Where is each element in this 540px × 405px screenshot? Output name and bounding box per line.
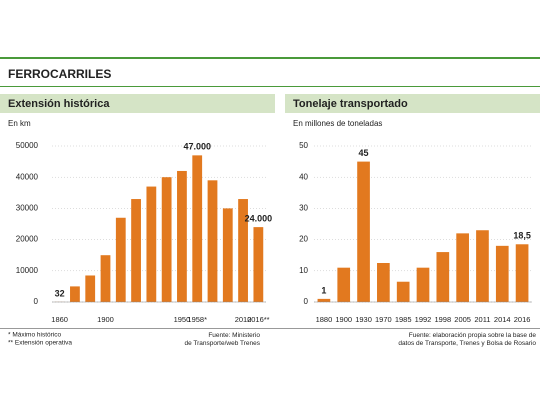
y-tick-label: 10 [299,266,308,275]
x-tick-label: 2016** [247,315,270,324]
top-rule [0,57,540,59]
bar [177,170,187,302]
x-tick-label: 1958* [187,315,207,324]
x-tick-label: 1970 [375,315,392,324]
x-tick-label: 1900 [335,315,352,324]
y-tick-label: 0 [304,297,309,306]
x-tick-label: 1880 [316,315,333,324]
x-tick-label: 1930 [355,315,372,324]
bar [515,244,529,302]
y-tick-label: 40000 [16,172,39,181]
bar [396,281,410,302]
x-tick-label: 1992 [415,315,432,324]
bar [161,177,172,302]
source: Fuente: elaboración propia sobre la base… [398,332,536,347]
footer-rule [0,328,540,329]
bar [85,275,96,302]
data-label: 18,5 [513,231,531,241]
y-tick-label: 20000 [16,235,39,244]
x-tick-label: 2005 [454,315,471,324]
x-tick-label: 2016 [514,315,531,324]
y-tick-label: 10000 [16,266,39,275]
footnote: * Máximo histórico [8,332,61,339]
bar [317,298,331,302]
y-tick-label: 40 [299,172,308,181]
data-label: 47.000 [183,142,211,152]
bar [131,199,141,302]
bar [357,161,370,302]
bar [192,155,203,302]
page-title: FERROCARRILES [8,67,111,81]
chart-title: Tonelaje transportado [293,98,408,110]
bar [238,199,248,302]
bar [416,267,430,302]
bar [476,230,489,302]
footnote: ** Extensión operativa [8,340,72,347]
bar [337,267,351,302]
bar [253,227,264,302]
bar [222,208,233,302]
bar [495,245,509,302]
data-label: 45 [359,148,369,158]
x-tick-label: 1900 [97,315,114,324]
x-tick-label: 2014 [494,315,511,324]
bar [456,233,469,302]
bar [100,255,111,302]
section-band [0,94,275,113]
data-label: 32 [55,288,65,298]
chart-subtitle: En millones de toneladas [293,119,382,128]
data-label: 1 [321,285,326,295]
chart-subtitle: En km [8,119,31,128]
bar [377,263,390,302]
x-tick-label: 1950 [174,315,191,324]
bar [70,286,80,302]
x-tick-label: 1985 [395,315,412,324]
y-tick-label: 30 [299,204,308,213]
x-tick-label: 1998 [434,315,451,324]
bar [146,186,157,302]
y-tick-label: 20 [299,235,308,244]
title-rule [0,86,540,87]
x-tick-label: 1860 [51,315,68,324]
bar [436,252,450,302]
x-tick-label: 2011 [474,315,490,324]
y-tick-label: 50 [299,141,308,150]
bar [115,217,126,302]
x-tick-label: 2010 [235,315,252,324]
data-label: 24.000 [245,213,273,223]
chart-title: Extensión histórica [8,98,110,110]
y-tick-label: 30000 [16,204,39,213]
y-tick-label: 50000 [16,141,39,150]
source: Fuente: Ministerio de Transporte/web Tren… [184,332,260,347]
y-tick-label: 0 [34,297,39,306]
section-band [285,94,540,113]
bar [207,180,218,302]
